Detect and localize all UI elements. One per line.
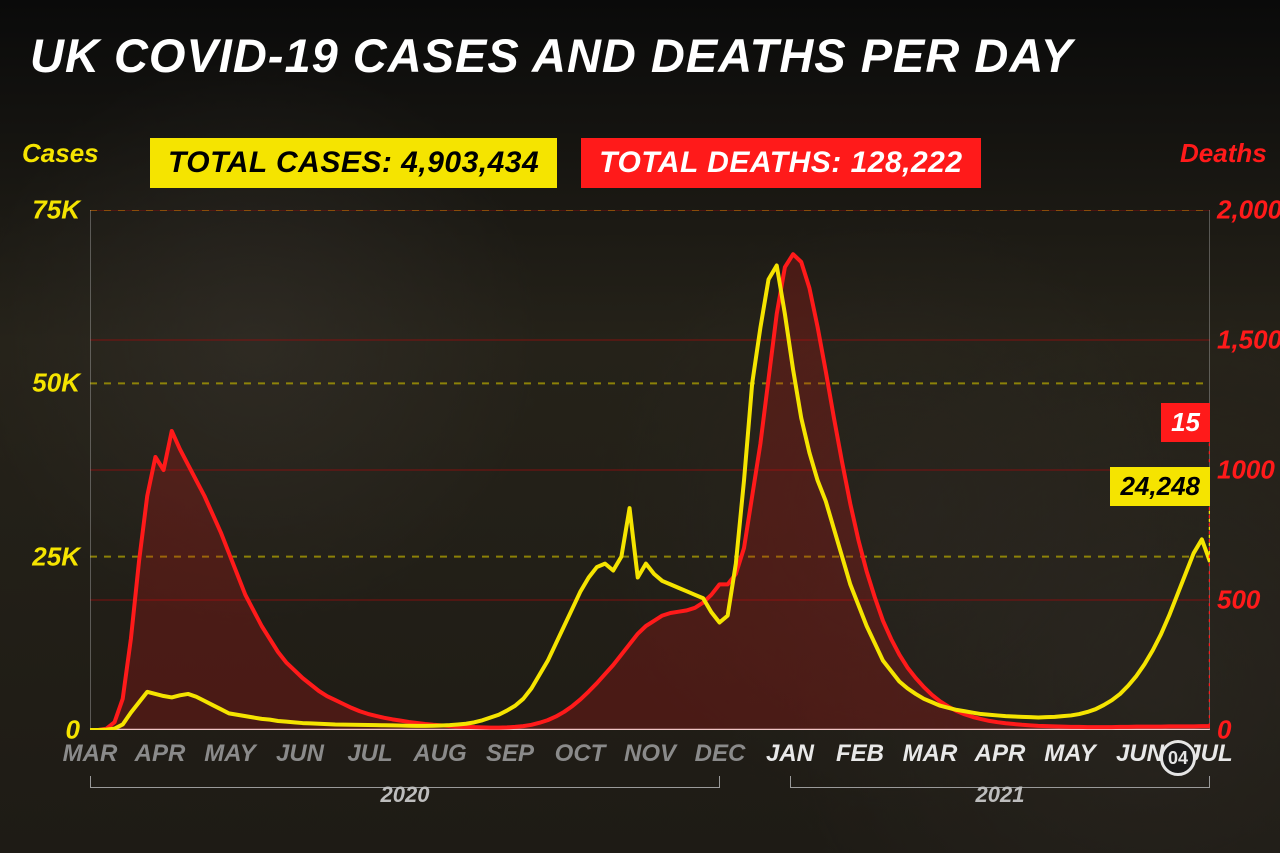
y-left-tick: 75K [20,195,80,226]
total-deaths-badge: TOTAL DEATHS: 128,222 [581,138,980,188]
year-label: 2021 [976,782,1025,808]
date-badge: 04 [1160,740,1196,776]
x-tick: MAR [63,740,118,768]
y-right-tick: 1000 [1217,455,1280,486]
x-tick: JUN [1116,740,1164,768]
y-right-tick: 1,500 [1217,325,1280,356]
x-tick: MAR [903,740,958,768]
x-tick: APR [135,740,186,768]
x-tick: NOV [624,740,676,768]
x-tick: AUG [413,740,466,768]
x-tick: MAY [1044,740,1096,768]
totals-badges: TOTAL CASES: 4,903,434 TOTAL DEATHS: 128… [150,138,981,188]
x-tick: OCT [555,740,606,768]
y-right-tick: 500 [1217,585,1280,616]
left-axis-title: Cases [22,138,99,169]
y-left-tick: 25K [20,541,80,572]
cases-last-callout: 24,248 [1110,467,1210,506]
x-tick: JUN [276,740,324,768]
deaths-last-callout: 15 [1161,403,1210,442]
right-axis-title: Deaths [1180,138,1267,169]
x-tick: SEP [486,740,534,768]
chart-area: 025K50K75K050010001,5002,000MARAPRMAYJUN… [90,210,1210,730]
x-tick: DEC [695,740,746,768]
chart-title: UK COVID-19 CASES AND DEATHS PER DAY [0,0,1280,93]
year-label: 2020 [381,782,430,808]
x-tick: JAN [766,740,814,768]
y-right-tick: 2,000 [1217,195,1280,226]
total-cases-badge: TOTAL CASES: 4,903,434 [150,138,557,188]
x-tick: MAY [204,740,256,768]
y-left-tick: 50K [20,368,80,399]
x-tick: APR [975,740,1026,768]
x-tick: FEB [836,740,884,768]
x-tick: JUL [347,740,392,768]
chart-svg [90,210,1210,730]
